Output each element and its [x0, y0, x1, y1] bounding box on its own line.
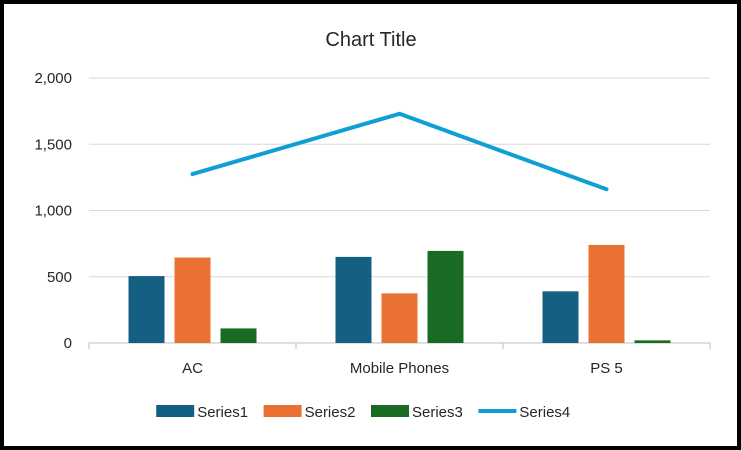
- legend-item-series3: Series3: [371, 404, 463, 421]
- bar-series1-1: [335, 256, 372, 343]
- y-tick-label: 1,000: [34, 203, 72, 220]
- legend-swatch: [371, 405, 409, 417]
- chart-svg: Chart Title 0 500 1,000 1,500 2,000 AC Mobile …: [34, 29, 711, 421]
- bars: [128, 244, 671, 343]
- bar-series2-0: [174, 257, 211, 343]
- legend-swatch: [263, 405, 302, 417]
- legend-label: Series3: [412, 404, 463, 421]
- x-tick-label: PS 5: [590, 360, 623, 377]
- y-tick-label: 1,500: [34, 136, 72, 153]
- legend: Series1 Series2 Series3 Series4: [156, 404, 570, 421]
- legend-label: Series1: [197, 404, 248, 421]
- y-tick-label: 0: [64, 335, 72, 352]
- legend-item-series2: Series2: [263, 404, 356, 421]
- legend-item-series1: Series1: [156, 404, 248, 421]
- chart-area: Chart Title 0 500 1,000 1,500 2,000 AC Mobile …: [4, 4, 737, 446]
- legend-item-series4: Series4: [478, 404, 570, 421]
- y-tick-label: 500: [47, 269, 72, 286]
- bar-series1-2: [542, 291, 579, 343]
- legend-label: Series2: [305, 404, 356, 421]
- tick-labels: 0 500 1,000 1,500 2,000 AC Mobile Phones PS 5: [34, 70, 622, 377]
- x-tick-label: Mobile Phones: [350, 360, 449, 377]
- lines: [190, 111, 609, 192]
- bar-series2-2: [588, 244, 625, 343]
- axes: [88, 342, 711, 349]
- legend-label: Series4: [519, 404, 570, 421]
- bar-series3-1: [427, 250, 464, 343]
- bar-series2-1: [381, 293, 418, 343]
- legend-swatch: [156, 405, 195, 417]
- bar-series3-0: [220, 328, 257, 343]
- x-tick-label: AC: [182, 360, 203, 377]
- chart-title: Chart Title: [325, 29, 416, 51]
- line-series4: [190, 111, 609, 192]
- bar-series3-2: [634, 340, 671, 343]
- y-tick-label: 2,000: [34, 70, 72, 87]
- bar-series1-0: [128, 276, 165, 343]
